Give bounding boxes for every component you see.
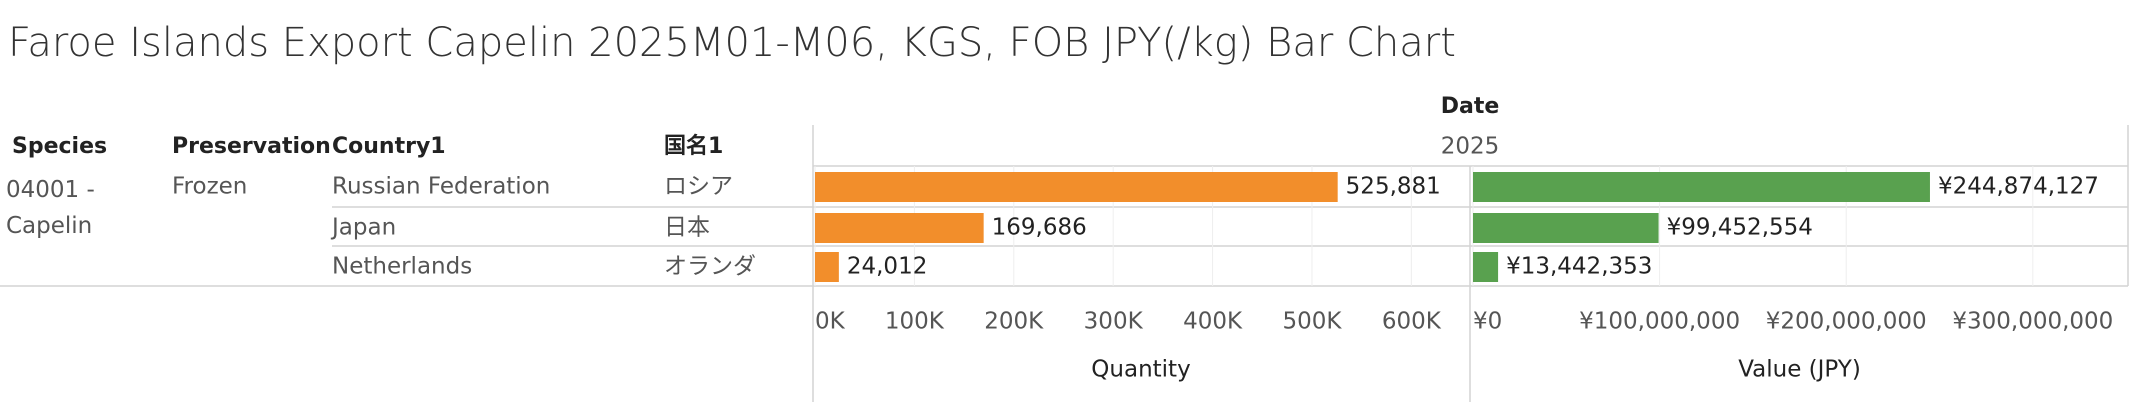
country: Japan	[330, 215, 396, 241]
x-tick-label: 300K	[1084, 309, 1144, 335]
x-tick-label: 100K	[885, 309, 945, 335]
value-label: 169,686	[992, 215, 1087, 241]
column-header: Date	[1441, 94, 1500, 119]
x-tick-label: 0K	[815, 309, 846, 335]
x-tick-label: 600K	[1382, 309, 1442, 335]
axis-title: Quantity	[1091, 357, 1190, 383]
country: Russian Federation	[332, 174, 550, 200]
x-tick-label: ¥200,000,000	[1766, 309, 1927, 335]
row-header: Country1	[332, 134, 446, 159]
x-tick-label: ¥300,000,000	[1952, 309, 2113, 335]
bar	[815, 172, 1338, 202]
name-ja: ロシア	[664, 174, 733, 200]
row-header: 国名1	[664, 133, 723, 159]
row-header: Species	[12, 134, 107, 159]
bar	[815, 252, 839, 282]
value-label: ¥99,452,554	[1667, 215, 1813, 241]
species: 04001 - Capelin	[6, 177, 95, 239]
preservation: Frozen	[172, 174, 247, 200]
bar	[815, 213, 984, 243]
country: Netherlands	[332, 254, 472, 280]
value-label: ¥13,442,353	[1506, 254, 1652, 280]
species-cell: 04001 - Capelin	[6, 177, 95, 239]
bar	[1473, 213, 1659, 243]
x-tick-label: ¥100,000,000	[1579, 309, 1740, 335]
bar	[1473, 172, 1930, 202]
column-value: 2025	[1441, 134, 1500, 160]
x-tick-label: 200K	[984, 309, 1044, 335]
name-ja: 日本	[664, 215, 710, 241]
name-ja: オランダ	[664, 254, 756, 280]
value-label: 24,012	[847, 254, 927, 280]
bar	[1473, 252, 1499, 282]
x-tick-label: 500K	[1282, 309, 1342, 335]
axis-title: Value (JPY)	[1738, 357, 1861, 383]
x-tick-label: 400K	[1183, 309, 1243, 335]
x-tick-label: ¥0	[1473, 309, 1502, 335]
row-header: Preservation	[172, 134, 331, 159]
value-label: 525,881	[1346, 174, 1441, 200]
value-label: ¥244,874,127	[1938, 174, 2099, 200]
chart-title: Faroe Islands Export Capelin 2025M01-M06…	[8, 20, 1456, 66]
